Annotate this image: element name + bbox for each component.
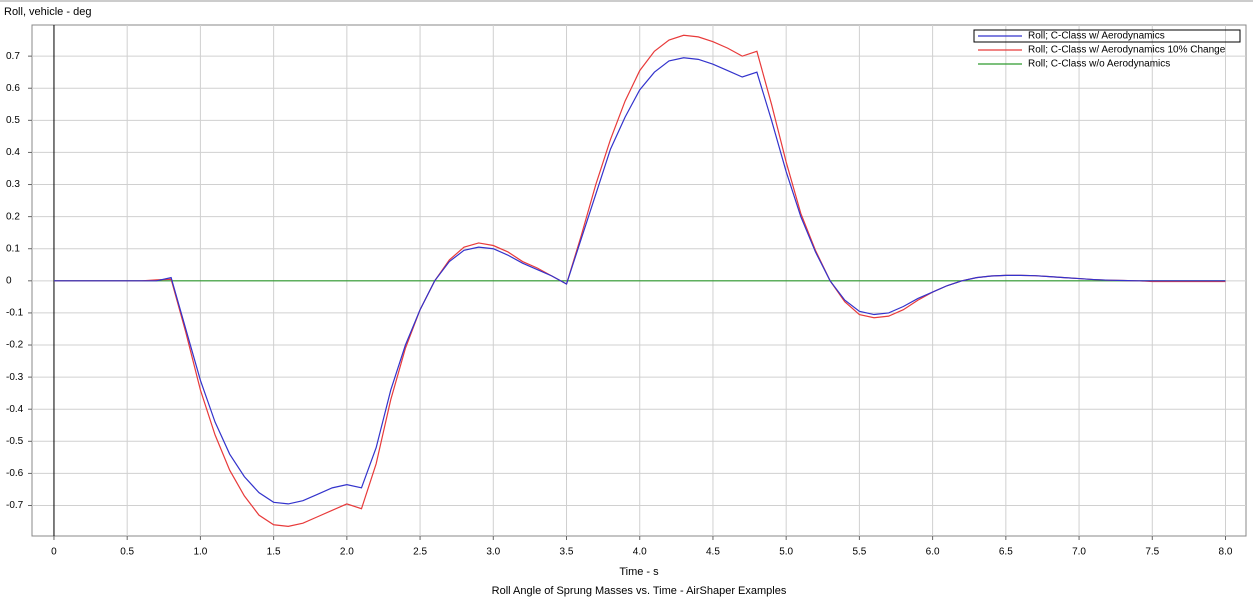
y-tick-label: 0.2 — [6, 211, 20, 222]
y-tick-label: -0.6 — [6, 468, 24, 479]
legend-label: Roll; C-Class w/ Aerodynamics 10% Change — [1028, 45, 1226, 56]
x-tick-label: 8.0 — [1219, 547, 1233, 558]
x-tick-label: 5.0 — [779, 547, 793, 558]
y-tick-label: -0.4 — [6, 404, 24, 415]
y-tick-label: -0.1 — [6, 308, 24, 319]
legend-label: Roll; C-Class w/o Aerodynamics — [1028, 59, 1170, 70]
x-tick-label: 2.0 — [340, 547, 354, 558]
y-tick-label: 0.4 — [6, 147, 20, 158]
y-tick-label: -0.5 — [6, 436, 24, 447]
x-axis-label: Time - s — [619, 566, 659, 578]
y-tick-label: -0.3 — [6, 372, 24, 383]
chart-title: Roll Angle of Sprung Masses vs. Time - A… — [492, 585, 787, 597]
y-tick-label: 0.3 — [6, 179, 20, 190]
x-tick-label: 4.0 — [633, 547, 647, 558]
x-tick-label: 1.0 — [193, 547, 207, 558]
x-tick-label: 0.5 — [120, 547, 134, 558]
x-tick-label: 1.5 — [267, 547, 281, 558]
x-tick-label: 7.5 — [1145, 547, 1159, 558]
y-tick-label: -0.2 — [6, 340, 24, 351]
x-tick-label: 5.5 — [852, 547, 866, 558]
y-tick-label: 0.1 — [6, 243, 20, 254]
x-tick-label: 0 — [51, 547, 57, 558]
y-tick-label: 0.5 — [6, 115, 20, 126]
y-axis-label: Roll, vehicle - deg — [4, 6, 91, 18]
legend-selection — [973, 29, 1241, 43]
y-tick-label: 0.6 — [6, 83, 20, 94]
y-tick-label: -0.7 — [6, 500, 24, 511]
x-tick-label: 2.5 — [413, 547, 427, 558]
series-line — [53, 57, 1226, 505]
x-tick-label: 4.5 — [706, 547, 720, 558]
x-tick-label: 3.5 — [560, 547, 574, 558]
y-tick-label: 0.7 — [6, 51, 20, 62]
x-tick-label: 3.0 — [486, 547, 500, 558]
x-tick-label: 6.0 — [926, 547, 940, 558]
x-tick-label: 7.0 — [1072, 547, 1086, 558]
x-tick-label: 6.5 — [999, 547, 1013, 558]
y-tick-label: 0 — [6, 275, 12, 286]
legend-label: Roll; C-Class w/ Aerodynamics — [1028, 31, 1165, 42]
